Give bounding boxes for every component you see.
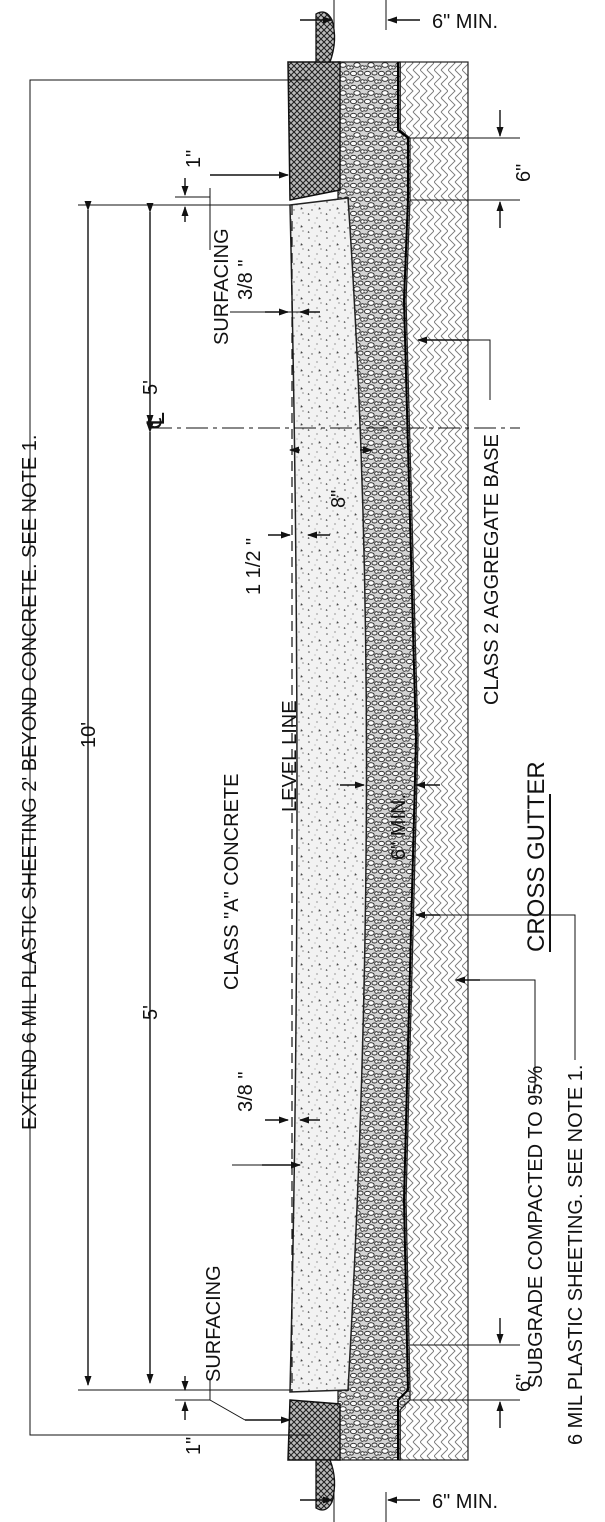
surfacing-top-label: SURFACING xyxy=(211,228,233,345)
surfacing-top xyxy=(287,61,341,201)
one-inch-top-dim: 1" xyxy=(183,150,205,168)
six-top-right-dim: 6" xyxy=(513,164,535,182)
six-min-bottom-dim: 6" MIN. xyxy=(432,1491,498,1513)
subgrade-label: SUBGRADE COMPACTED TO 95% xyxy=(525,1065,547,1388)
level-line-label: LEVEL LINE xyxy=(279,700,301,812)
five-ft-bottom-dim: 5' xyxy=(140,1005,162,1020)
six-min-mid-dim: 6" MIN. xyxy=(388,794,410,860)
cross-gutter-title: CROSS GUTTER xyxy=(523,761,550,952)
class-a-concrete-slab xyxy=(289,197,368,1393)
eight-inch-dim: 8" xyxy=(328,490,350,508)
extend-sheeting-label: EXTEND 6 MIL PLASTIC SHEETING 2' BEYOND … xyxy=(19,435,41,1130)
class-a-concrete-label: CLASS "A" CONCRETE xyxy=(221,774,243,990)
ten-ft-dim: 10' xyxy=(78,722,100,748)
plastic-sheeting-line xyxy=(397,62,418,1460)
six-bottom-right-dim: 6" xyxy=(513,1374,535,1392)
three-eighths-top-dim: 3/8 " xyxy=(235,260,257,300)
centerline-symbol: ℄ xyxy=(143,412,170,429)
six-min-top-dim: 6" MIN. xyxy=(432,11,498,33)
aggregate-base-label: CLASS 2 AGGREGATE BASE xyxy=(481,434,503,705)
three-eighths-bottom-dim: 3/8 " xyxy=(235,1072,257,1112)
five-ft-top-dim: 5' xyxy=(140,380,162,395)
one-inch-bottom-dim: 1" xyxy=(183,1437,205,1455)
one-half-dim: 1 1/2 " xyxy=(243,538,265,595)
gutter-lip-bottom xyxy=(315,1459,336,1511)
section-drawing xyxy=(287,11,469,1511)
surfacing-bottom-label: SURFACING xyxy=(203,1265,225,1382)
surfacing-bottom xyxy=(287,1399,341,1461)
plastic-sheeting-label: 6 MIL PLASTIC SHEETING. SEE NOTE 1. xyxy=(565,1065,587,1445)
